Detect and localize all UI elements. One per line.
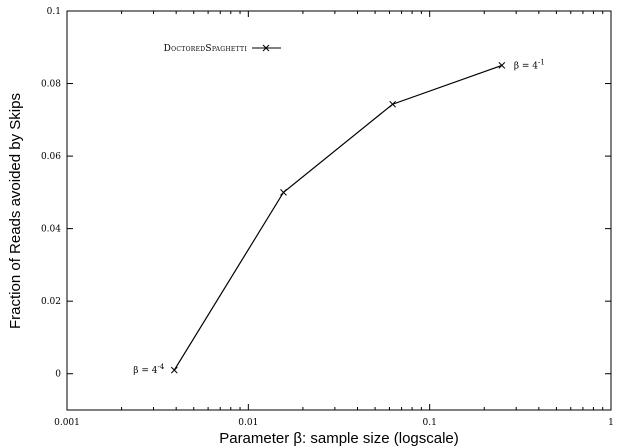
data-point — [170, 366, 178, 374]
y-axis-title: Fraction of Reads avoided by Skips — [7, 93, 24, 329]
annotation-base: β = 4 — [133, 366, 157, 376]
annotation-exponent: -1 — [538, 58, 545, 66]
data-point — [389, 100, 397, 108]
plot-frame — [66, 10, 612, 411]
data-point — [280, 189, 287, 196]
x-tick-label: 0.001 — [54, 418, 80, 428]
annotations: β = 4-4β = 4-1 — [133, 58, 545, 376]
y-tick-label: 0.08 — [41, 80, 61, 90]
y-tick-label: 0.06 — [41, 152, 61, 162]
annotation-exponent: -4 — [157, 363, 164, 371]
annotation-beta: β = 4-1 — [514, 58, 545, 71]
data-point — [498, 62, 506, 69]
y-tick-label: 0.02 — [41, 297, 61, 307]
y-tick-label: 0.04 — [41, 225, 61, 235]
y-axis-ticks: 0 0.02 0.04 0.06 0.08 0.1 — [41, 7, 611, 380]
legend-marker — [262, 44, 270, 52]
x-tick-label: 1 — [608, 418, 614, 428]
y-tick-label: 0.1 — [47, 7, 61, 17]
annotation-beta: β = 4-4 — [133, 363, 165, 376]
x-tick-label: 0.1 — [423, 418, 437, 428]
x-axis-title: Parameter β: sample size (logscale) — [219, 430, 459, 447]
legend: DoctoredSpaghetti — [164, 44, 281, 54]
x-axis-ticks: 0.001 0.01 0.1 1 — [54, 11, 614, 428]
series-line — [173, 64, 503, 371]
legend-label-doctoredspaghetti: DoctoredSpaghetti — [164, 44, 248, 54]
y-tick-label: 0 — [55, 370, 61, 380]
series-layer — [170, 62, 506, 374]
annotation-base: β = 4 — [514, 61, 538, 71]
x-tick-label: 0.01 — [238, 418, 258, 428]
